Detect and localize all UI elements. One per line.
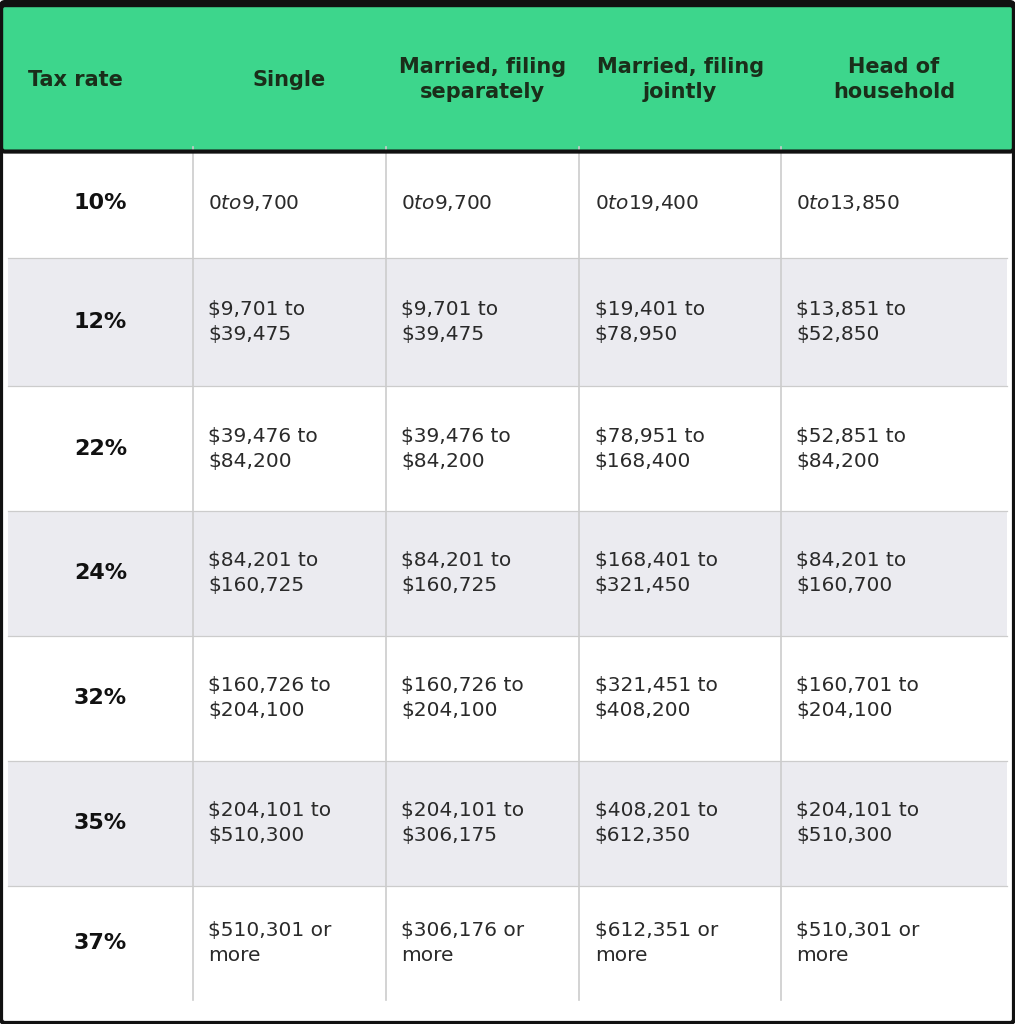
Text: $0 to $9,700: $0 to $9,700 <box>208 193 299 213</box>
Text: 22%: 22% <box>74 438 127 459</box>
Text: $84,201 to
$160,725: $84,201 to $160,725 <box>401 552 512 595</box>
Text: $321,451 to
$408,200: $321,451 to $408,200 <box>595 677 718 720</box>
Text: 32%: 32% <box>74 688 127 709</box>
Text: Head of
household: Head of household <box>833 57 955 102</box>
Bar <box>8 386 1007 511</box>
Text: Married, filing
jointly: Married, filing jointly <box>597 57 764 102</box>
Text: $39,476 to
$84,200: $39,476 to $84,200 <box>401 427 511 470</box>
Text: $84,201 to
$160,700: $84,201 to $160,700 <box>797 552 906 595</box>
Text: $9,701 to
$39,475: $9,701 to $39,475 <box>401 300 498 344</box>
Text: 12%: 12% <box>74 312 127 332</box>
Text: $204,101 to
$510,300: $204,101 to $510,300 <box>208 802 331 845</box>
Text: $306,176 or
more: $306,176 or more <box>401 922 524 965</box>
Text: $39,476 to
$84,200: $39,476 to $84,200 <box>208 427 318 470</box>
Text: $0 to $9,700: $0 to $9,700 <box>401 193 492 213</box>
Bar <box>8 636 1007 761</box>
Bar <box>8 258 1007 386</box>
Bar <box>8 886 1007 1000</box>
Text: 24%: 24% <box>74 563 127 584</box>
Text: 35%: 35% <box>74 813 127 834</box>
Text: $52,851 to
$84,200: $52,851 to $84,200 <box>797 427 906 470</box>
Bar <box>8 761 1007 886</box>
Bar <box>8 511 1007 636</box>
Text: $84,201 to
$160,725: $84,201 to $160,725 <box>208 552 319 595</box>
Bar <box>8 147 1007 258</box>
Text: $13,851 to
$52,850: $13,851 to $52,850 <box>797 300 906 344</box>
Text: $168,401 to
$321,450: $168,401 to $321,450 <box>595 552 718 595</box>
Text: $0 to $13,850: $0 to $13,850 <box>797 193 900 213</box>
Text: $510,301 or
more: $510,301 or more <box>208 922 332 965</box>
Text: $19,401 to
$78,950: $19,401 to $78,950 <box>595 300 704 344</box>
Text: $9,701 to
$39,475: $9,701 to $39,475 <box>208 300 306 344</box>
Text: $0 to $19,400: $0 to $19,400 <box>595 193 698 213</box>
Text: 37%: 37% <box>74 933 127 953</box>
Text: $78,951 to
$168,400: $78,951 to $168,400 <box>595 427 704 470</box>
Text: 10%: 10% <box>74 193 127 213</box>
Text: Single: Single <box>253 70 326 90</box>
Text: Married, filing
separately: Married, filing separately <box>399 57 566 102</box>
FancyBboxPatch shape <box>2 6 1013 151</box>
Text: $160,726 to
$204,100: $160,726 to $204,100 <box>208 677 331 720</box>
Text: $160,701 to
$204,100: $160,701 to $204,100 <box>797 677 920 720</box>
Text: $160,726 to
$204,100: $160,726 to $204,100 <box>401 677 524 720</box>
Text: $408,201 to
$612,350: $408,201 to $612,350 <box>595 802 718 845</box>
Text: Tax rate: Tax rate <box>28 70 123 90</box>
Text: $612,351 or
more: $612,351 or more <box>595 922 718 965</box>
Text: $204,101 to
$510,300: $204,101 to $510,300 <box>797 802 920 845</box>
Text: $204,101 to
$306,175: $204,101 to $306,175 <box>401 802 524 845</box>
Text: $510,301 or
more: $510,301 or more <box>797 922 920 965</box>
